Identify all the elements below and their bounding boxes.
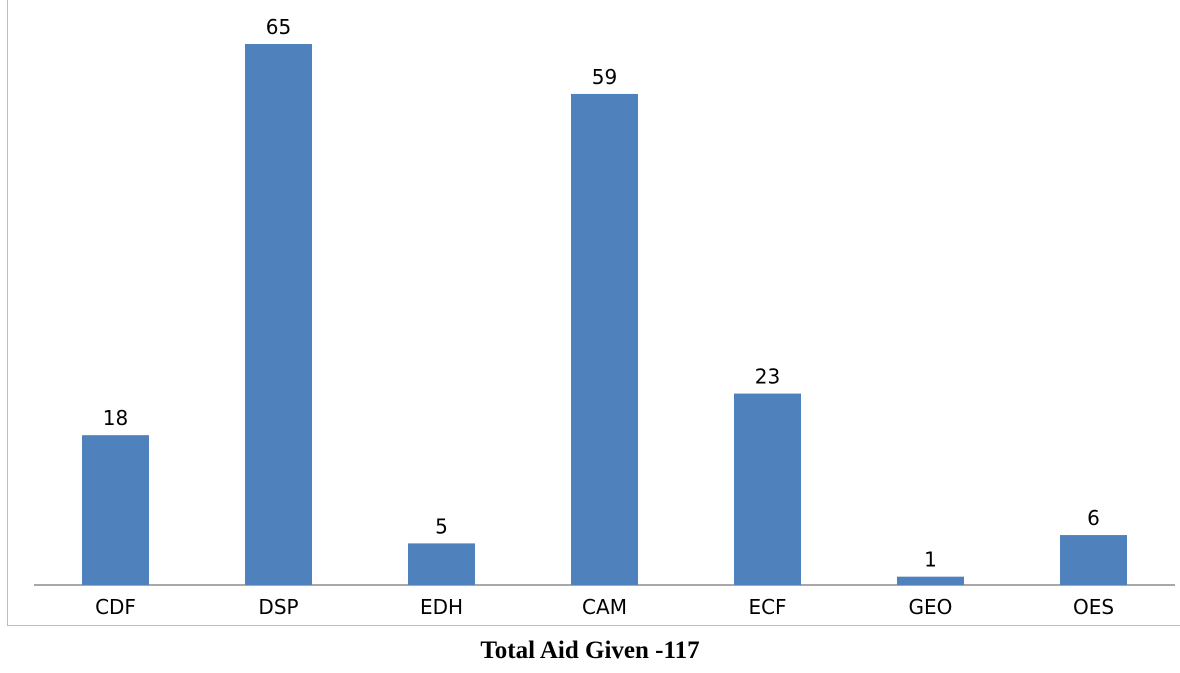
bar-cam <box>571 93 638 585</box>
bar-edh <box>408 543 475 585</box>
bar-dsp <box>245 44 312 585</box>
bar-oes <box>1060 535 1127 585</box>
bar-cdf <box>82 435 149 585</box>
data-label-oes: 6 <box>1087 506 1100 530</box>
bars-group <box>82 44 1127 585</box>
x-tick-label-oes: OES <box>1073 595 1114 619</box>
data-label-edh: 5 <box>435 514 448 538</box>
data-label-geo: 1 <box>924 548 937 572</box>
data-label-cam: 59 <box>592 65 617 89</box>
x-tick-label-dsp: DSP <box>258 595 298 619</box>
value-labels-group: 18 65 5 59 23 1 6 <box>103 15 1100 572</box>
chart-title: Total Aid Given -117 <box>480 637 700 664</box>
x-tick-labels-group: CDF DSP EDH CAM ECF GEO OES <box>95 595 1114 619</box>
x-tick-label-cam: CAM <box>582 595 627 619</box>
bar-chart: 18 65 5 59 23 1 6 CDF DSP EDH CAM ECF GEO OES <box>34 15 1175 619</box>
x-tick-label-edh: EDH <box>420 595 463 619</box>
bar-geo <box>897 576 964 585</box>
x-tick-label-cdf: CDF <box>95 595 136 619</box>
x-tick-label-geo: GEO <box>909 595 953 619</box>
x-tick-label-ecf: ECF <box>748 595 786 619</box>
bar-ecf <box>734 393 801 585</box>
data-label-ecf: 23 <box>755 365 780 389</box>
data-label-cdf: 18 <box>103 406 128 430</box>
chart-frame <box>7 0 1180 626</box>
data-label-dsp: 65 <box>266 15 291 39</box>
